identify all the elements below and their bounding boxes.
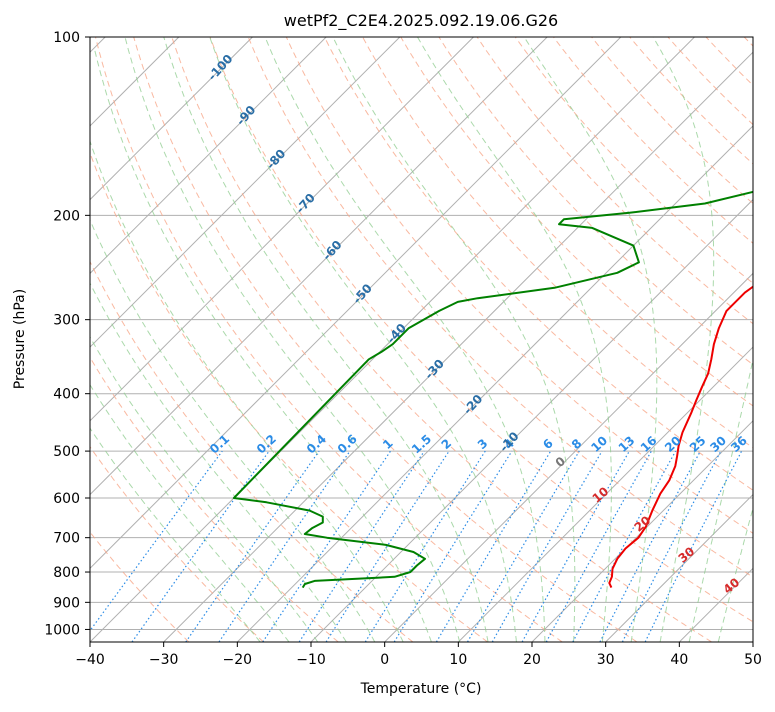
x-tick-label: −20: [223, 652, 253, 668]
x-tick-label: −10: [296, 652, 326, 668]
y-tick-label: 300: [53, 313, 80, 329]
y-tick-label: 700: [53, 531, 80, 547]
x-tick-label: −30: [149, 652, 179, 668]
x-tick-label: −40: [75, 652, 105, 668]
y-tick-label: 800: [53, 565, 80, 581]
chart-title: wetPf2_C2E4.2025.092.19.06.G26: [284, 11, 558, 31]
x-tick-label: 40: [670, 652, 688, 668]
y-tick-label: 400: [53, 387, 80, 403]
x-tick-label: 20: [523, 652, 541, 668]
y-tick-label: 1000: [44, 622, 80, 638]
y-tick-label: 200: [53, 208, 80, 224]
x-tick-label: 30: [597, 652, 615, 668]
x-tick-label: 50: [744, 652, 762, 668]
y-tick-label: 600: [53, 491, 80, 507]
y-tick-label: 100: [53, 30, 80, 46]
x-tick-label: 10: [449, 652, 467, 668]
y-axis-title: Pressure (hPa): [12, 289, 28, 389]
x-axis-title: Temperature (°C): [360, 681, 482, 697]
y-tick-label: 900: [53, 595, 80, 611]
y-tick-label: 500: [53, 444, 80, 460]
x-tick-label: 0: [380, 652, 389, 668]
